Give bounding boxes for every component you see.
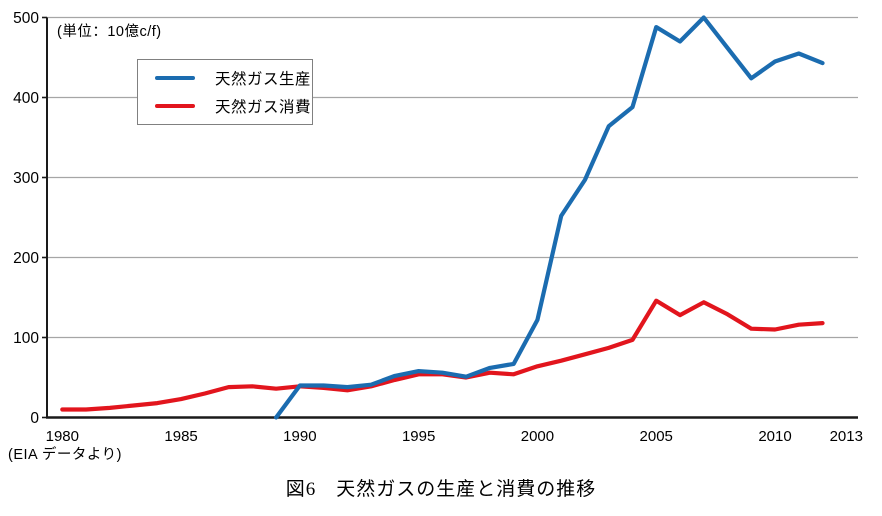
legend-label-consumption: 天然ガス消費 [215,99,312,116]
chart-legend: 天然ガス生産 天然ガス消費 [137,59,313,125]
y-tick-label: 200 [13,250,39,267]
legend-item-consumption: 天然ガス消費 [155,94,312,118]
x-tick-label: 2005 [640,428,673,445]
consumption-line [60,298,825,412]
production-line-sample [155,76,195,80]
x-tick-label: 2010 [758,428,791,445]
legend-item-production: 天然ガス生産 [155,66,312,90]
source-note: (EIA データより) [8,447,122,463]
x-tick-label: 2000 [521,428,554,445]
x-tick-label: 2013 [830,428,863,445]
y-tick-label: 300 [13,170,39,187]
production-line [274,15,825,420]
figure-caption: 図6 天然ガスの生産と消費の推移 [285,479,597,500]
consumption-line-sample [155,104,195,108]
y-tick-label: 400 [13,90,39,107]
x-tick-label: 1995 [402,428,435,445]
x-tick-label: 1990 [283,428,316,445]
y-tick-label: 0 [30,410,39,427]
unit-label: (単位：10億c/f) [57,24,162,40]
y-tick-label: 500 [13,10,39,27]
x-tick-label: 1985 [164,428,197,445]
legend-label-production: 天然ガス生産 [215,71,312,88]
x-tick-label: 1980 [46,428,79,445]
y-tick-label: 100 [13,330,39,347]
